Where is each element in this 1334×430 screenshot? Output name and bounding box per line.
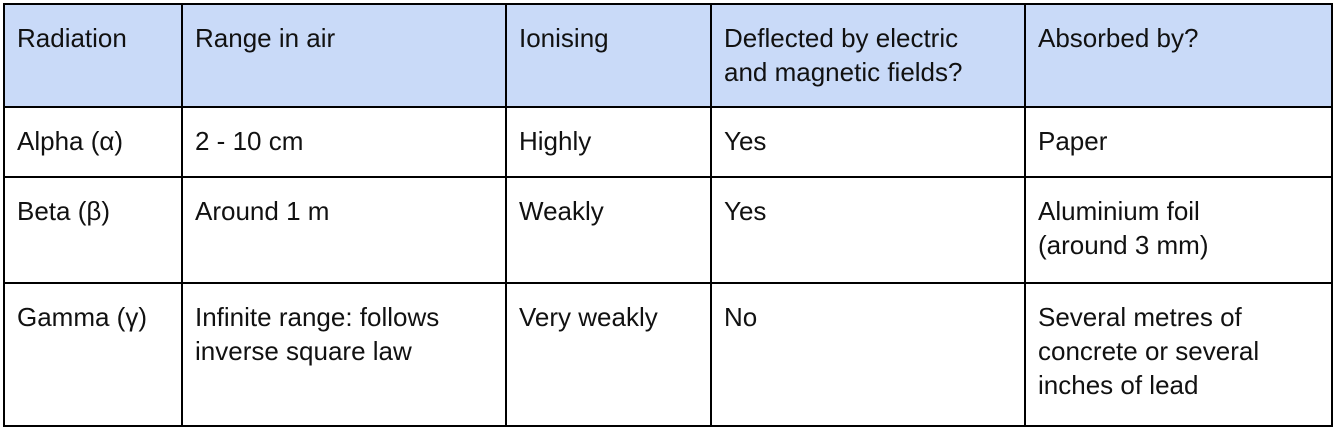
table-cell: Aluminium foil (around 3 mm) bbox=[1024, 176, 1333, 284]
table-cell: Weakly bbox=[505, 176, 712, 284]
header-cell: Range in air bbox=[181, 3, 507, 108]
table-cell: 2 - 10 cm bbox=[181, 106, 507, 178]
table-row: Gamma (γ) Infinite range: follows inverse … bbox=[3, 282, 1333, 427]
cell-line: inverse square law bbox=[195, 336, 412, 366]
table-row: Alpha (α) 2 - 10 cm Highly Yes Paper bbox=[3, 106, 1333, 178]
cell-line: inches of lead bbox=[1038, 370, 1199, 400]
cell-line: concrete or several bbox=[1038, 336, 1260, 366]
header-cell: Radiation bbox=[3, 3, 183, 108]
table-cell: Around 1 m bbox=[181, 176, 507, 284]
table-cell: Beta (β) bbox=[3, 176, 183, 284]
cell-line: Infinite range: follows bbox=[195, 302, 440, 332]
header-cell: Ionising bbox=[505, 3, 712, 108]
table-cell: No bbox=[710, 282, 1026, 427]
table-cell: Yes bbox=[710, 106, 1026, 178]
table-cell: Gamma (γ) bbox=[3, 282, 183, 427]
table-cell: Yes bbox=[710, 176, 1026, 284]
table-cell: Highly bbox=[505, 106, 712, 178]
cell-line: Aluminium foil bbox=[1038, 196, 1200, 226]
cell-line: (around 3 mm) bbox=[1038, 230, 1209, 260]
header-cell: Deflected by electric and magnetic fields… bbox=[710, 3, 1026, 108]
cell-line: Deflected by electric bbox=[724, 23, 959, 53]
header-row: Radiation Range in air Ionising Deflected b… bbox=[3, 3, 1333, 108]
table-cell: Infinite range: follows inverse square la… bbox=[181, 282, 507, 427]
table-cell: Alpha (α) bbox=[3, 106, 183, 178]
cell-line: and magnetic fields? bbox=[724, 57, 963, 87]
table-cell: Very weakly bbox=[505, 282, 712, 427]
table-body: Alpha (α) 2 - 10 cm Highly Yes Paper Beta (β)… bbox=[3, 106, 1333, 427]
header-cell: Absorbed by? bbox=[1024, 3, 1333, 108]
cell-line: Several metres of bbox=[1038, 302, 1242, 332]
table-row: Beta (β) Around 1 m Weakly Yes Aluminium foi… bbox=[3, 176, 1333, 284]
radiation-table: Radiation Range in air Ionising Deflected b… bbox=[3, 3, 1333, 427]
table-cell: Several metres of concrete or several inch… bbox=[1024, 282, 1333, 427]
table-cell: Paper bbox=[1024, 106, 1333, 178]
